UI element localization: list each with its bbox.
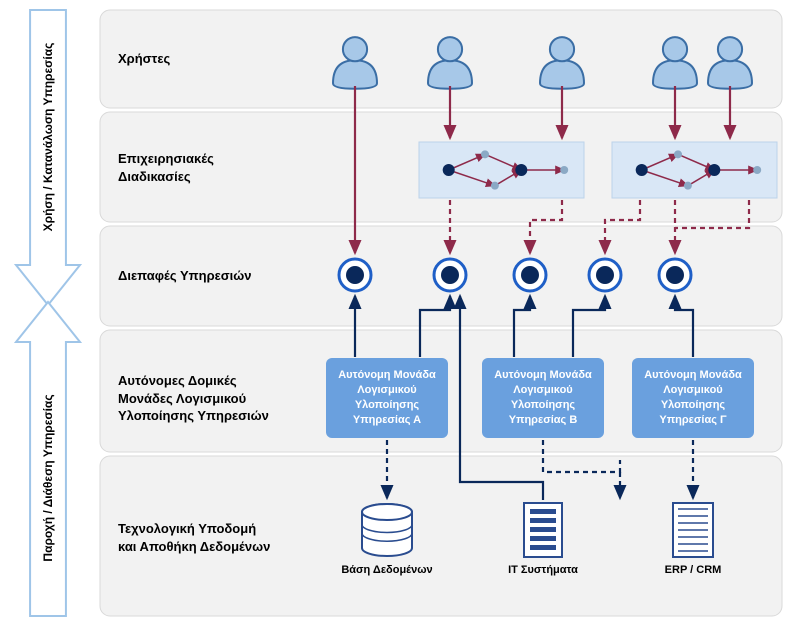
side-arrow-label: Παροχή / Διάθεση Υπηρεσίας [41, 378, 55, 578]
row-label: ΕπιχειρησιακέςΔιαδικασίες [118, 150, 308, 185]
server-icon [524, 503, 562, 557]
software-unit: Αυτόνομη ΜονάδαΛογισμικούΥλοποίησηςΥπηρε… [326, 358, 448, 438]
interface-target [434, 259, 466, 291]
process-panel [612, 142, 777, 198]
interface-target [659, 259, 691, 291]
infra-label: ERP / CRM [633, 564, 753, 576]
software-unit: Αυτόνομη ΜονάδαΛογισμικούΥλοποίησηςΥπηρε… [632, 358, 754, 438]
interface-target [589, 259, 621, 291]
process-panel [419, 142, 584, 198]
infra-label: Βάση Δεδομένων [327, 564, 447, 576]
row-label: Διεπαφές Υπηρεσιών [118, 267, 308, 285]
rack-icon [673, 503, 713, 557]
database-icon [362, 504, 412, 556]
row-label: Τεχνολογική Υποδομήκαι Αποθήκη Δεδομένων [118, 520, 308, 555]
infra-label: IT Συστήματα [483, 564, 603, 576]
interface-target [339, 259, 371, 291]
row-label: Αυτόνομες ΔομικέςΜονάδες ΛογισμικούΥλοπο… [118, 372, 308, 425]
row-label: Χρήστες [118, 50, 308, 68]
side-arrow-label: Χρήση / Κατανάλωση Υπηρεσίας [41, 37, 55, 237]
software-unit: Αυτόνομη ΜονάδαΛογισμικούΥλοποίησηςΥπηρε… [482, 358, 604, 438]
interface-target [514, 259, 546, 291]
